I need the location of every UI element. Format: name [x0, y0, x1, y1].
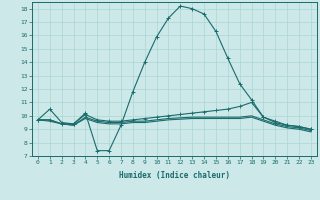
X-axis label: Humidex (Indice chaleur): Humidex (Indice chaleur) — [119, 171, 230, 180]
